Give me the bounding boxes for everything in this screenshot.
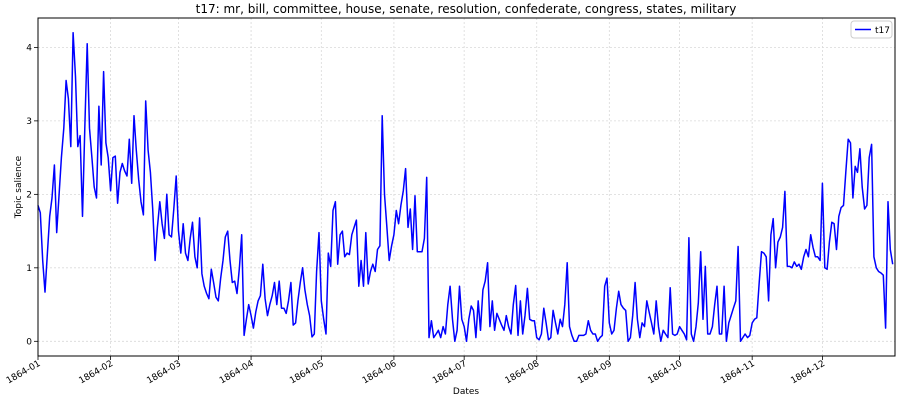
chart-title: t17: mr, bill, committee, house, senate,… bbox=[196, 2, 737, 16]
y-axis-label: Topic salience bbox=[14, 155, 24, 219]
y-tick-label: 1 bbox=[26, 264, 32, 274]
x-axis-label: Dates bbox=[453, 387, 480, 397]
axes-frame bbox=[37, 17, 896, 357]
y-tick-label: 2 bbox=[26, 190, 32, 200]
grid-lines bbox=[37, 18, 895, 356]
y-tick-label: 4 bbox=[26, 43, 32, 53]
legend-box bbox=[850, 20, 893, 39]
y-tick-label: 3 bbox=[26, 117, 32, 127]
legend[interactable]: t17 bbox=[850, 20, 893, 39]
y-tick-label: 0 bbox=[26, 337, 32, 347]
legend-label-t17: t17 bbox=[875, 26, 890, 36]
series-layer bbox=[37, 31, 894, 343]
series-line-t17 bbox=[37, 31, 894, 343]
